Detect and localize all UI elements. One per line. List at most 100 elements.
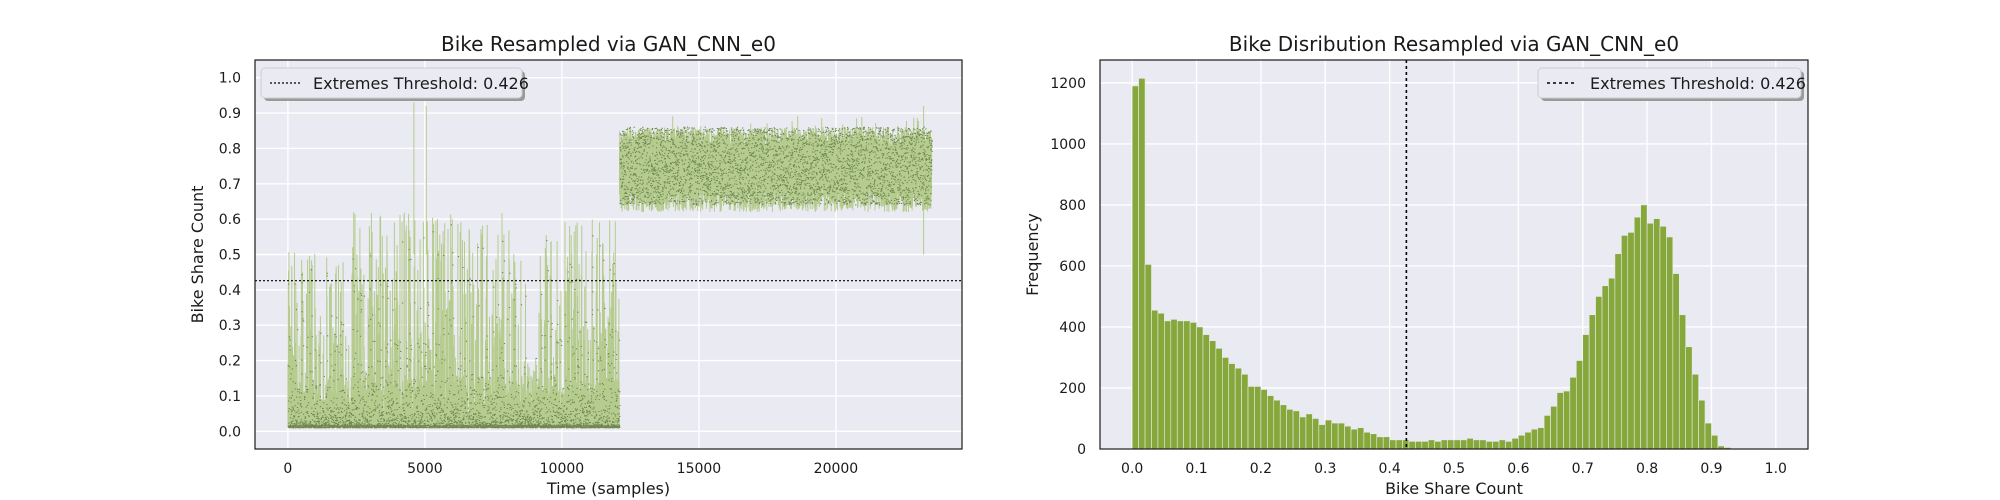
histogram-bar (1421, 441, 1429, 450)
histogram-x-ticks: 0.0 0.1 0.2 0.3 0.4 0.5 0.6 0.7 0.8 0.9 1.0 (1121, 461, 1787, 477)
time-series-y-label: Bike Share Count (188, 186, 207, 324)
histogram-bar (1653, 218, 1661, 450)
y-tick-label: 1200 (1050, 76, 1086, 92)
x-tick-label: 0.9 (1700, 461, 1722, 477)
histogram-bar (1299, 416, 1307, 450)
histogram-bar (1505, 441, 1513, 450)
histogram-bar (1324, 419, 1333, 450)
histogram-bar (1151, 309, 1159, 450)
histogram-bar (1415, 441, 1423, 450)
histogram-bar (1537, 427, 1545, 450)
histogram-bar (1196, 326, 1204, 450)
histogram-bar (1646, 222, 1654, 450)
histogram-bar (1157, 312, 1165, 450)
x-tick-label: 0 (283, 461, 292, 477)
histogram-bar (1691, 373, 1699, 450)
legend-box (1537, 67, 1802, 99)
histogram-bar (1711, 434, 1719, 450)
histogram-bar (1234, 367, 1242, 450)
time-series-x-label: Time (samples) (546, 479, 670, 498)
histogram-bar (1286, 409, 1294, 450)
histogram-bar (1685, 346, 1693, 450)
histogram-bar (1267, 395, 1275, 450)
histogram-bar (1138, 78, 1146, 450)
histogram-bar (1357, 427, 1365, 450)
histogram-bar (1350, 428, 1358, 450)
histogram-bar (1595, 296, 1603, 450)
histogram-bar (1144, 264, 1152, 450)
histogram-bar (1588, 314, 1596, 450)
time-series-legend: Extremes Threshold: 0.426 (260, 67, 529, 101)
y-tick-label: 0.1 (219, 389, 241, 405)
histogram-bar (1524, 431, 1532, 450)
histogram-bar (1582, 334, 1590, 450)
histogram-bar (1312, 418, 1320, 450)
histogram-bar (1453, 439, 1461, 450)
histogram-bar (1460, 439, 1468, 450)
histogram-bar (1466, 438, 1474, 450)
x-tick-label: 0.6 (1507, 461, 1529, 477)
x-tick-label: 5000 (407, 461, 443, 477)
histogram-bar (1556, 392, 1564, 450)
x-tick-label: 0.7 (1572, 461, 1594, 477)
x-tick-label: 0.8 (1636, 461, 1658, 477)
histogram-bar (1363, 431, 1371, 450)
time-series-x-ticks: 0 5000 10000 15000 20000 (283, 461, 858, 477)
histogram-bar (1479, 439, 1487, 450)
time-series-data (287, 102, 933, 429)
x-tick-label: 0.4 (1379, 461, 1401, 477)
histogram-bar (1563, 390, 1571, 450)
histogram-bar (1659, 225, 1667, 450)
histogram-bar (1473, 439, 1481, 450)
time-series-title: Bike Resampled via GAN_CNN_e0 (441, 32, 776, 56)
x-tick-label: 0.0 (1121, 461, 1143, 477)
histogram-bar (1170, 319, 1178, 450)
histogram-bar (1189, 322, 1197, 450)
histogram-bar (1389, 439, 1397, 450)
histogram-bar (1344, 425, 1352, 450)
histogram-bar (1395, 439, 1403, 450)
histogram-bar (1241, 373, 1249, 450)
y-tick-label: 0.3 (219, 318, 241, 334)
x-tick-label: 0.2 (1250, 461, 1272, 477)
histogram-bar (1221, 357, 1230, 450)
series-points (287, 126, 933, 429)
x-tick-label: 0.1 (1185, 461, 1207, 477)
histogram-bar (1164, 320, 1172, 450)
histogram-bar (1331, 422, 1339, 450)
histogram-bar (1485, 441, 1493, 450)
legend-box (260, 67, 523, 99)
histogram-bar (1666, 236, 1674, 450)
histogram-bar (1176, 320, 1184, 450)
histogram-bar (1209, 340, 1217, 450)
histogram-bar (1273, 399, 1281, 450)
y-tick-label: 0.5 (219, 248, 241, 264)
histogram-bar (1678, 314, 1687, 450)
histogram-y-label: Frequency (1023, 213, 1042, 296)
histogram-bar (1247, 386, 1255, 450)
x-tick-label: 0.3 (1314, 461, 1336, 477)
y-tick-label: 0 (1077, 442, 1086, 458)
histogram-bar (1633, 216, 1641, 450)
histogram-bar (1543, 415, 1551, 450)
histogram-bar (1370, 433, 1378, 450)
x-tick-label: 20000 (814, 461, 859, 477)
histogram-panel: 0.0 0.1 0.2 0.3 0.4 0.5 0.6 0.7 0.8 0.9 1.0 0 200 40… (1023, 32, 1809, 498)
histogram-bar (1228, 363, 1236, 450)
histogram-bar (1698, 399, 1706, 450)
histogram-x-label: Bike Share Count (1385, 479, 1523, 498)
histogram-bar (1621, 235, 1629, 450)
y-tick-label: 200 (1059, 381, 1086, 397)
y-tick-label: 0.9 (219, 106, 241, 122)
time-series-y-ticks: 0.0 0.1 0.2 0.3 0.4 0.5 0.6 0.7 0.8 0.9 1.0 (219, 71, 241, 441)
y-tick-label: 0.4 (219, 283, 241, 299)
legend-threshold-label: Extremes Threshold: 0.426 (1590, 74, 1806, 93)
x-tick-label: 1.0 (1765, 461, 1787, 477)
y-tick-label: 0.2 (219, 354, 241, 370)
y-tick-label: 400 (1059, 320, 1086, 336)
time-series-frame (254, 59, 963, 450)
histogram-bar (1704, 422, 1712, 450)
y-tick-label: 1.0 (219, 71, 241, 87)
histogram-bar (1279, 404, 1287, 450)
